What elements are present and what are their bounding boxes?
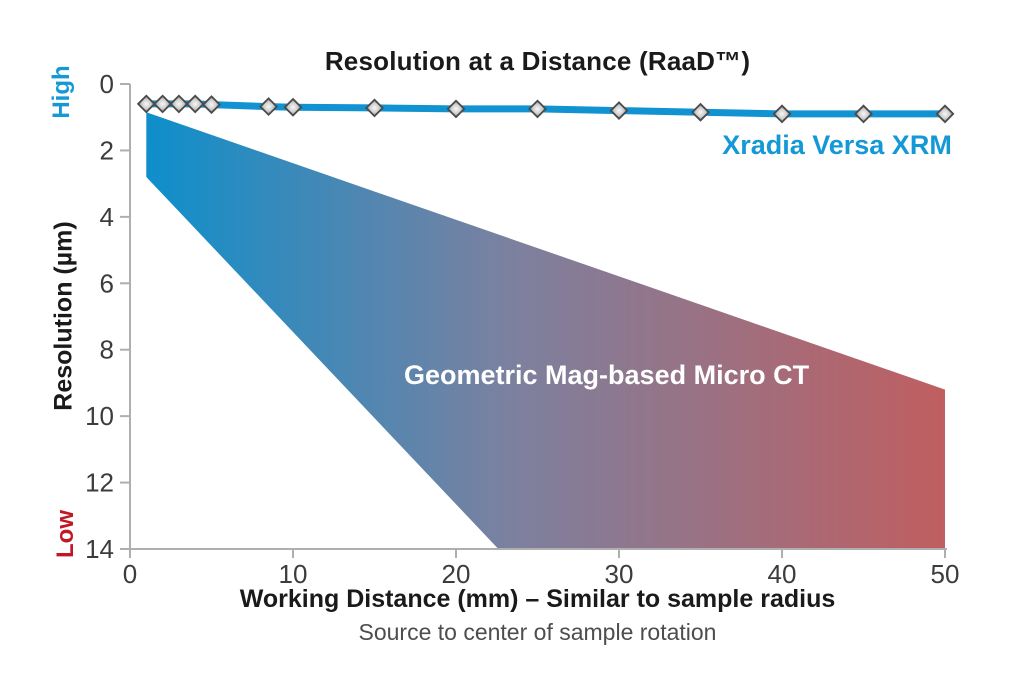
y-tick-label: 8 <box>100 335 114 365</box>
microct-resolution-band <box>146 112 946 549</box>
y-tick-label: 12 <box>85 468 114 498</box>
x-axis-sublabel: Source to center of sample rotation <box>358 619 717 645</box>
diamond-marker <box>446 99 466 119</box>
x-tick-label: 30 <box>605 559 634 589</box>
y-tick-label: 14 <box>85 534 114 564</box>
series-label-xradia-versa: Xradia Versa XRM <box>722 130 952 160</box>
diamond-marker <box>935 104 955 124</box>
y-tick-label: 0 <box>100 69 114 99</box>
y-axis-low-label: Low <box>52 510 79 558</box>
x-tick-label: 10 <box>279 559 308 589</box>
diamond-marker <box>169 94 189 114</box>
series-label-geometric-microct: Geometric Mag-based Micro CT <box>404 360 810 390</box>
diamond-marker <box>528 99 547 119</box>
diamond-marker <box>691 102 710 122</box>
diamond-marker <box>609 101 629 121</box>
diamond-marker <box>772 104 792 124</box>
x-tick-label: 50 <box>931 559 960 589</box>
chart-title: Resolution at a Distance (RaaD™) <box>324 46 751 76</box>
y-tick-label: 6 <box>100 268 114 298</box>
y-axis-high-label: High <box>48 65 75 119</box>
x-tick-label: 40 <box>768 559 797 589</box>
diamond-marker <box>283 97 303 117</box>
diamond-marker <box>136 94 156 114</box>
x-axis-label: Working Distance (mm) – Similar to sampl… <box>239 585 836 613</box>
y-tick-label: 2 <box>100 135 114 165</box>
diamond-marker <box>202 95 221 115</box>
diamond-marker <box>365 98 384 118</box>
x-tick-label: 20 <box>442 559 471 589</box>
x-tick-label: 0 <box>123 559 137 589</box>
y-axis-label: Resolution (µm) <box>49 221 78 411</box>
diamond-marker <box>153 94 173 114</box>
diamond-marker <box>185 94 205 114</box>
y-tick-label: 10 <box>85 401 114 431</box>
y-tick-label: 4 <box>100 202 114 232</box>
diamond-marker <box>854 104 873 124</box>
diamond-marker <box>259 97 279 117</box>
